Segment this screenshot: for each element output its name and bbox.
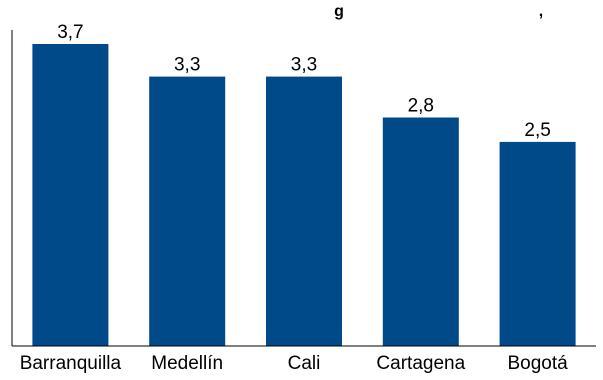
bars-group [32,44,576,346]
chart-title-fragment-left: g [334,3,344,20]
chart-title-fragment-right: , [539,3,543,20]
category-label-bogota: Bogotá [507,353,568,374]
bar-bogota [499,141,576,346]
data-label-bogota: 2,5 [524,120,550,141]
bar-cartagena [382,117,459,346]
data-label-cali: 3,3 [291,55,317,76]
data-label-medellin: 3,3 [174,55,200,76]
category-labels-group: Barranquilla Medellín Cali Cartagena Bogotá [20,353,568,374]
category-label-cartagena: Cartagena [376,353,465,374]
data-labels-group: 3,7 3,3 3,3 2,8 2,5 [57,22,551,141]
bar-cali [266,76,342,346]
data-label-barranquilla: 3,7 [57,22,83,43]
category-label-barranquilla: Barranquilla [20,353,122,374]
chart-title-group: g , [334,3,543,20]
bar-medellin [149,76,226,346]
axis-group [11,30,596,347]
category-label-cali: Cali [288,353,321,374]
bar-barranquilla [32,44,109,346]
category-label-medellin: Medellín [151,353,223,374]
data-label-cartagena: 2,8 [408,96,434,117]
